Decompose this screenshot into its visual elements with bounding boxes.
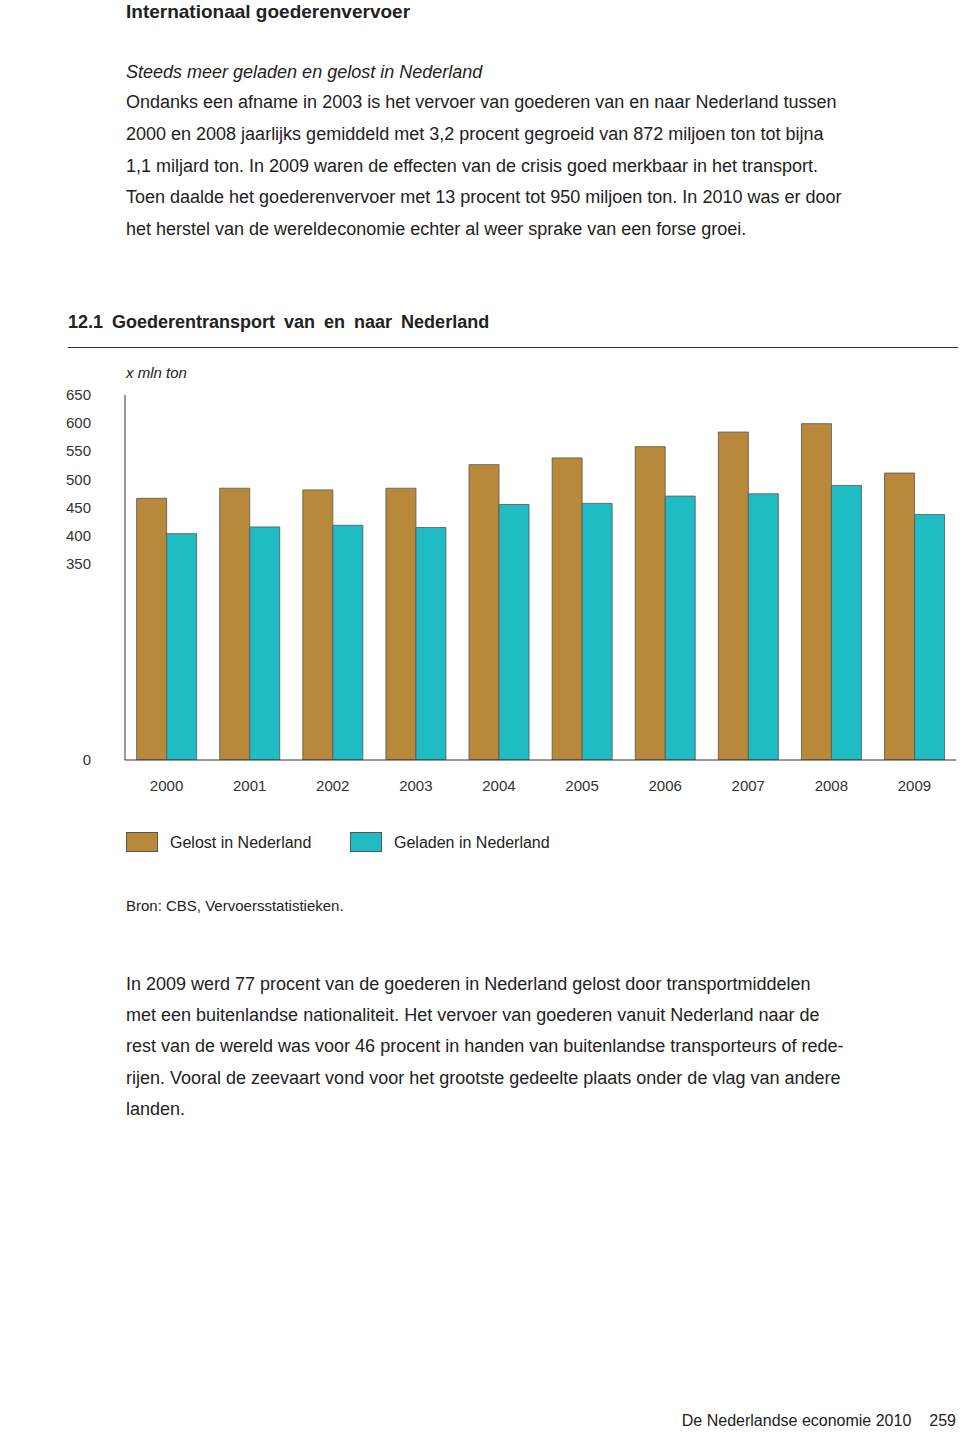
svg-text:2005: 2005 bbox=[565, 777, 598, 794]
svg-text:400: 400 bbox=[66, 527, 91, 544]
html-text:Gelost in Nederland: Gelost in Nederland bbox=[170, 834, 312, 851]
html-text:Ondanks een afname in 2003 is: Ondanks een afname in 2003 is het vervoe… bbox=[126, 92, 837, 113]
html-text:Internationaal goederenvervoer: Internationaal goederenvervoer bbox=[126, 0, 410, 22]
html-text:Toen daalde het goederenvervoe: Toen daalde het goederenvervoer met 13 p… bbox=[126, 187, 842, 208]
html-text:rest van de wereld was voor 46: rest van de wereld was voor 46 procent i… bbox=[126, 1036, 844, 1057]
svg-text:350: 350 bbox=[66, 555, 91, 572]
html-text:rijen. Vooral de zeevaart vond: rijen. Vooral de zeevaart vond voor het … bbox=[126, 1068, 841, 1089]
html-text:met een buitenlandse nationali: met een buitenlandse nationaliteit. Het … bbox=[126, 1005, 820, 1026]
svg-text:450: 450 bbox=[66, 499, 91, 516]
svg-text:2003: 2003 bbox=[399, 777, 432, 794]
svg-text:2001: 2001 bbox=[233, 777, 266, 794]
html-text:Bron: CBS, Vervoersstatistieke: Bron: CBS, Vervoersstatistieken. bbox=[126, 897, 344, 915]
svg-text:2009: 2009 bbox=[898, 777, 931, 794]
html-text:landen.: landen. bbox=[126, 1099, 186, 1120]
html-text:12.1 Goederentransport van en: 12.1 Goederentransport van en naar Neder… bbox=[68, 312, 490, 333]
html-text:Steeds meer geladen en gelost: Steeds meer geladen en gelost in Nederla… bbox=[126, 62, 483, 83]
html-text:1,1 miljard ton. In 2009 waren: 1,1 miljard ton. In 2009 waren de effect… bbox=[126, 156, 819, 177]
svg-text:600: 600 bbox=[66, 414, 91, 431]
svg-text:2000: 2000 bbox=[150, 777, 183, 794]
html-text:2000 en 2008 jaarlijks gemidde: 2000 en 2008 jaarlijks gemiddeld met 3,2… bbox=[126, 124, 824, 145]
html-text:In 2009 werd 77 procent van de: In 2009 werd 77 procent van de goederen … bbox=[126, 974, 811, 995]
svg-text:2002: 2002 bbox=[316, 777, 349, 794]
svg-text:0: 0 bbox=[83, 751, 91, 768]
html-text:het herstel van de wereldecono: het herstel van de wereldeconomie echter… bbox=[126, 219, 747, 240]
svg-text:2008: 2008 bbox=[815, 777, 848, 794]
svg-text:650: 650 bbox=[66, 386, 91, 403]
svg-text:2006: 2006 bbox=[648, 777, 681, 794]
svg-text:2004: 2004 bbox=[482, 777, 515, 794]
html-text:De Nederlandse economie 2010: De Nederlandse economie 2010 bbox=[681, 1412, 912, 1429]
svg-text:2007: 2007 bbox=[732, 777, 765, 794]
svg-text:500: 500 bbox=[66, 471, 91, 488]
html-text:x mln ton: x mln ton bbox=[126, 364, 187, 382]
html-text:Geladen in Nederland: Geladen in Nederland bbox=[394, 834, 550, 851]
html-text:259: 259 bbox=[929, 1412, 956, 1429]
svg-text:550: 550 bbox=[66, 442, 91, 459]
